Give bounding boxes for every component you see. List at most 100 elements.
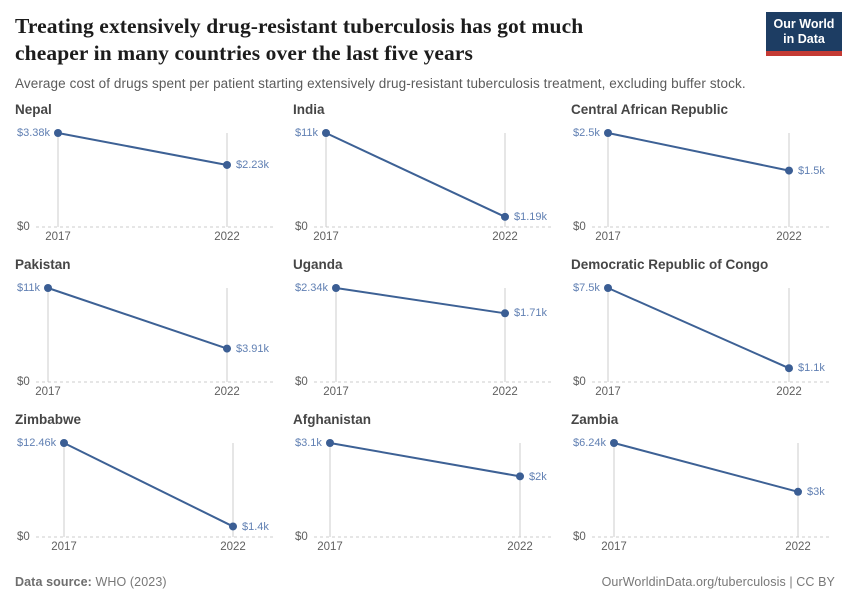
country-title: Central African Republic — [571, 102, 729, 118]
data-point-2017 — [610, 439, 618, 448]
x-tick-2017: 2017 — [595, 386, 621, 399]
data-line — [57, 132, 228, 167]
line-chart-svg — [314, 284, 551, 383]
x-tick-2022: 2022 — [785, 541, 811, 554]
value-label-2022: $2.23k — [236, 159, 270, 172]
line-chart-plot: $12.46k $1.4k $0 2017 2022 — [15, 434, 279, 562]
data-point-2017 — [604, 284, 612, 293]
chart-title-line1: Treating extensively drug-resistant tube… — [15, 14, 584, 38]
line-chart-svg — [36, 284, 273, 383]
panel-india: India $11k $1.19k $0 2017 2022 — [293, 102, 557, 252]
line-chart-plot: $2.5k $1.5k $0 2017 2022 — [571, 124, 835, 252]
data-point-2022 — [229, 522, 237, 531]
x-tick-2022: 2022 — [214, 231, 240, 244]
chart-title: Treating extensively drug-resistant tube… — [15, 13, 715, 67]
data-source-label: Data source: — [15, 575, 92, 590]
data-source-value: WHO (2023) — [91, 575, 167, 590]
footer: Data source: WHO (2023) OurWorldinData.o… — [0, 575, 850, 589]
line-chart-plot: $6.24k $3k $0 2017 2022 — [571, 434, 835, 562]
line-chart-svg — [592, 439, 829, 538]
x-tick-2017: 2017 — [601, 541, 627, 554]
data-line — [335, 287, 506, 315]
line-chart-svg — [314, 129, 551, 228]
data-line — [613, 442, 799, 493]
x-tick-2017: 2017 — [317, 541, 343, 554]
data-point-2022 — [794, 487, 802, 496]
x-tick-2017: 2017 — [45, 231, 71, 244]
line-chart-plot: $3.1k $2k $0 2017 2022 — [293, 434, 557, 562]
value-label-2022: $3k — [807, 485, 825, 498]
charts-grid: Nepal $3.38k $2.23k $0 2017 2022 India $… — [0, 102, 850, 562]
line-chart-plot: $7.5k $1.1k $0 2017 2022 — [571, 279, 835, 407]
line-chart-plot: $11k $1.19k $0 2017 2022 — [293, 124, 557, 252]
value-label-2017: $11k — [17, 282, 41, 295]
panel-central-african-republic: Central African Republic $2.5k $1.5k $0 … — [571, 102, 835, 252]
panel-democratic-republic-of-congo: Democratic Republic of Congo $7.5k $1.1k… — [571, 257, 835, 407]
y-axis-zero-label: $0 — [295, 221, 308, 234]
country-title: Nepal — [15, 102, 52, 118]
data-point-2017 — [44, 284, 52, 293]
data-point-2017 — [60, 439, 68, 448]
data-point-2017 — [326, 439, 334, 448]
data-point-2017 — [332, 284, 340, 293]
y-axis-zero-label: $0 — [17, 221, 30, 234]
data-point-2017 — [604, 129, 612, 138]
x-tick-2022: 2022 — [776, 231, 802, 244]
data-line — [329, 442, 521, 478]
value-label-2017: $3.1k — [295, 437, 322, 450]
value-label-2022: $1.71k — [514, 307, 548, 320]
y-axis-zero-label: $0 — [295, 376, 308, 389]
value-label-2017: $2.5k — [573, 127, 600, 140]
data-point-2022 — [785, 166, 793, 175]
y-axis-zero-label: $0 — [573, 376, 586, 389]
owid-logo-line1: Our World — [773, 17, 835, 31]
value-label-2022: $1.5k — [798, 164, 825, 177]
y-axis-zero-label: $0 — [573, 531, 586, 544]
line-chart-plot: $3.38k $2.23k $0 2017 2022 — [15, 124, 279, 252]
x-tick-2022: 2022 — [492, 231, 518, 244]
owid-logo-line2: in Data — [783, 31, 825, 46]
line-chart-svg — [592, 284, 829, 383]
country-title: Pakistan — [15, 257, 71, 273]
header: Treating extensively drug-resistant tube… — [0, 0, 850, 91]
data-point-2017 — [54, 129, 62, 138]
value-label-2017: $7.5k — [573, 282, 600, 295]
line-chart-plot: $2.34k $1.71k $0 2017 2022 — [293, 279, 557, 407]
panel-afghanistan: Afghanistan $3.1k $2k $0 2017 2022 — [293, 412, 557, 562]
panel-nepal: Nepal $3.38k $2.23k $0 2017 2022 — [15, 102, 279, 252]
data-point-2022 — [501, 309, 509, 318]
data-point-2022 — [516, 472, 524, 481]
x-tick-2022: 2022 — [507, 541, 533, 554]
value-label-2017: $6.24k — [573, 437, 607, 450]
data-line — [325, 132, 506, 218]
chart-title-line2: cheaper in many countries over the last … — [15, 41, 474, 66]
panel-zimbabwe: Zimbabwe $12.46k $1.4k $0 2017 2022 — [15, 412, 279, 562]
panel-pakistan: Pakistan $11k $3.91k $0 2017 2022 — [15, 257, 279, 407]
value-label-2017: $11k — [295, 127, 319, 140]
x-tick-2017: 2017 — [51, 541, 77, 554]
value-label-2022: $3.91k — [236, 342, 270, 355]
y-axis-zero-label: $0 — [17, 376, 30, 389]
line-chart-svg — [314, 439, 551, 538]
value-label-2022: $1.19k — [514, 210, 548, 223]
line-chart-svg — [592, 129, 829, 228]
data-point-2022 — [785, 364, 793, 373]
data-line — [63, 442, 234, 528]
x-tick-2022: 2022 — [220, 541, 246, 554]
data-line — [47, 287, 228, 350]
panel-uganda: Uganda $2.34k $1.71k $0 2017 2022 — [293, 257, 557, 407]
data-point-2022 — [223, 344, 231, 353]
value-label-2017: $2.34k — [295, 282, 329, 295]
country-title: Democratic Republic of Congo — [571, 257, 769, 273]
value-label-2017: $3.38k — [17, 127, 51, 140]
x-tick-2017: 2017 — [323, 386, 349, 399]
panel-zambia: Zambia $6.24k $3k $0 2017 2022 — [571, 412, 835, 562]
credit-line: OurWorldinData.org/tuberculosis | CC BY — [601, 575, 835, 590]
x-tick-2022: 2022 — [776, 386, 802, 399]
line-chart-svg — [36, 129, 273, 228]
line-chart-plot: $11k $3.91k $0 2017 2022 — [15, 279, 279, 407]
x-tick-2017: 2017 — [313, 231, 339, 244]
country-title: Afghanistan — [293, 412, 372, 428]
data-line — [607, 132, 790, 172]
country-title: India — [293, 102, 325, 118]
